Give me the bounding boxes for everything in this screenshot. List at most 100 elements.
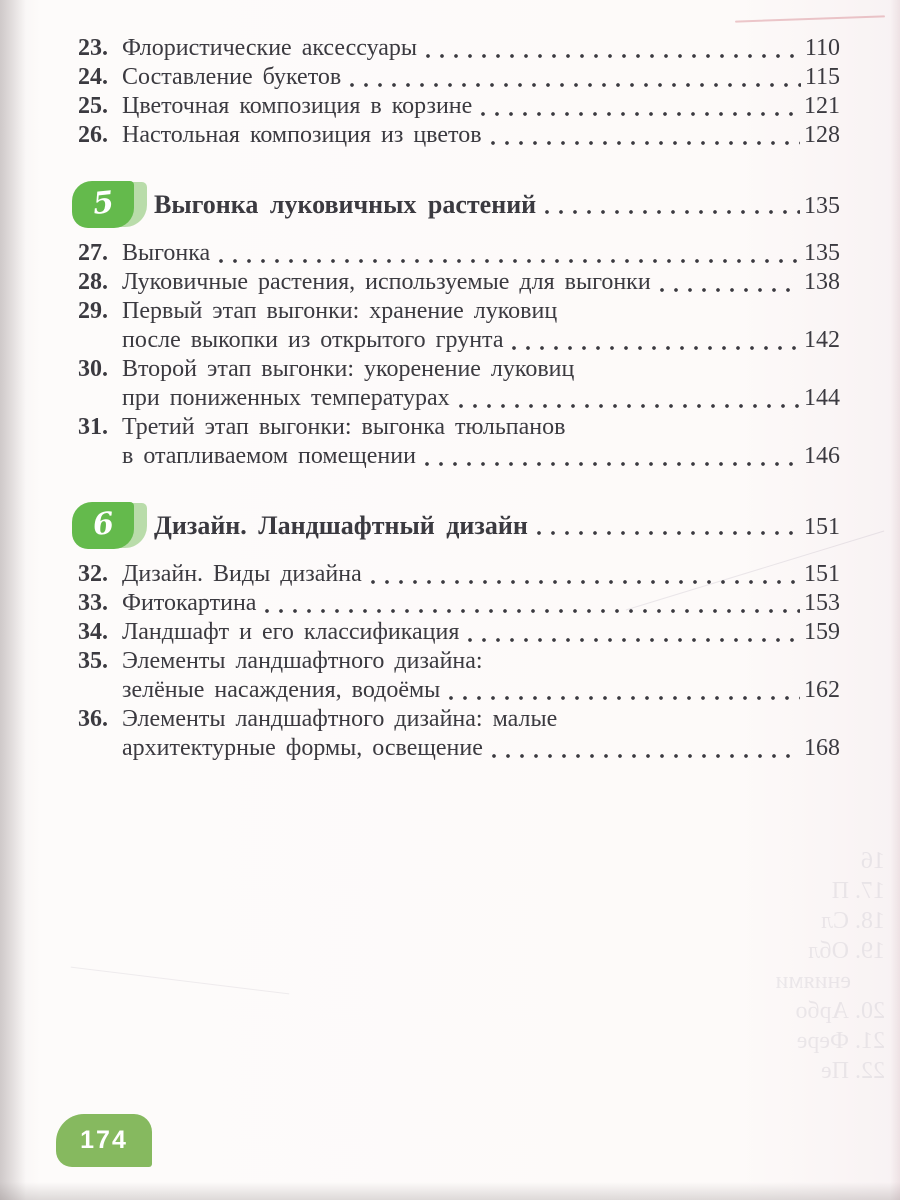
dot-leader: [490, 141, 800, 145]
entry-page-number: 115: [804, 64, 840, 90]
section-header: 5 Выгонка луковичных растений 135: [72, 181, 840, 228]
toc-entry: 35. Элементы ландшафтного дизайна: зелёные…: [78, 647, 840, 705]
entry-text: Ландшафт и его классификация 159: [122, 618, 840, 647]
dot-leader: [265, 609, 800, 613]
toc-entry: 23. Флористические аксессуары 110: [78, 34, 840, 63]
entry-title-line: Второй этап выгонки: укоренение луковиц: [122, 356, 575, 382]
entry-page-number: 135: [804, 240, 840, 266]
page-edge-shadow-left: [0, 0, 26, 1200]
entry-number: 35.: [78, 648, 108, 674]
toc-entry: 31. Третий этап выгонки: выгонка тюльпано…: [78, 413, 840, 471]
entry-number: 23.: [78, 35, 108, 61]
section-page-number: 135: [804, 192, 840, 219]
toc-entry: 28. Луковичные растения, используемые для…: [78, 268, 840, 297]
entry-last-line: Дизайн. Виды дизайна 151: [122, 560, 840, 589]
entry-text: Первый этап выгонки: хранение луковиц пос…: [122, 297, 840, 355]
entry-title-line: Дизайн. Виды дизайна: [122, 561, 362, 587]
entry-number: 28.: [78, 269, 108, 295]
entry-number: 30.: [78, 356, 108, 382]
entry-title-line: Элементы ландшафтного дизайна:: [122, 648, 483, 674]
entry-page-number: 142: [804, 327, 840, 353]
bleed-line: 17. П: [831, 878, 885, 904]
toc-entry: 34. Ландшафт и его классификация 159: [78, 618, 840, 647]
entry-title-line: архитектурные формы, освещение: [122, 735, 483, 761]
entry-last-line: в отапливаемом помещении 146: [122, 442, 840, 471]
section-number: 5: [90, 185, 116, 223]
entry-title-line: после выкопки из открытого грунта: [122, 327, 504, 353]
entry-number: 36.: [78, 706, 108, 732]
toc-entry: 26. Настольная композиция из цветов 128: [78, 121, 840, 150]
section-number-badge: 5: [72, 181, 147, 228]
toc-section: 6 Дизайн. Ландшафтный дизайн 151 32. Дизайн.…: [72, 502, 840, 763]
entry-title-line: Настольная композиция из цветов: [122, 122, 482, 148]
entry-last-line: зелёные насаждения, водоёмы 162: [122, 676, 840, 705]
toc-entry: 32. Дизайн. Виды дизайна 151: [78, 560, 840, 589]
dot-leader: [350, 83, 801, 87]
entry-text: Настольная композиция из цветов 128: [122, 121, 840, 150]
toc-section: 23. Флористические аксессуары 110 24. Состав…: [78, 34, 840, 150]
dot-leader: [491, 754, 800, 758]
page-number: 174: [80, 1126, 128, 1154]
entry-title-line: Цветочная композиция в корзине: [122, 93, 473, 119]
dot-leader: [536, 530, 800, 535]
entry-last-line: Фитокартина 153: [122, 589, 840, 618]
dot-leader: [481, 112, 800, 116]
entry-page-number: 138: [804, 269, 840, 295]
dot-leader: [545, 209, 800, 214]
entry-title-line: Первый этап выгонки: хранение луковиц: [122, 298, 558, 324]
entry-page-number: 144: [804, 385, 840, 411]
entry-title-line: Составление букетов: [122, 64, 342, 90]
toc-entry: 24. Составление букетов 115: [78, 63, 840, 92]
bleed-line: 20. Арбо: [795, 998, 885, 1024]
entry-page-number: 159: [804, 619, 840, 645]
entry-page-number: 128: [804, 122, 840, 148]
entry-text: Цветочная композиция в корзине 121: [122, 92, 840, 121]
entry-title-line: при пониженных температурах: [122, 385, 450, 411]
entry-number: 29.: [78, 298, 108, 324]
dot-leader: [426, 54, 801, 58]
entry-last-line: Составление букетов 115: [122, 63, 840, 92]
section-title: Дизайн. Ландшафтный дизайн: [154, 510, 528, 540]
section-header: 6 Дизайн. Ландшафтный дизайн 151: [72, 502, 840, 549]
entry-number: 31.: [78, 414, 108, 440]
entry-title-line: Флористические аксессуары: [122, 35, 418, 61]
scan-scratch-artifact: [70, 966, 290, 995]
entry-last-line: Выгонка 135: [122, 239, 840, 268]
entry-title-line: Ландшафт и его классификация: [122, 619, 460, 645]
entry-title-line: зелёные насаждения, водоёмы: [122, 677, 441, 703]
entry-last-line: архитектурные формы, освещение 168: [122, 734, 840, 763]
toc-sections: 23. Флористические аксессуары 110 24. Состав…: [72, 34, 840, 763]
entry-number: 24.: [78, 64, 108, 90]
toc-entry: 36. Элементы ландшафтного дизайна: малые а…: [78, 705, 840, 763]
dot-leader: [468, 638, 800, 642]
entry-last-line: при пониженных температурах 144: [122, 384, 840, 413]
entry-last-line: Луковичные растения, используемые для вы…: [122, 268, 840, 297]
entry-number: 25.: [78, 93, 108, 119]
entry-number: 33.: [78, 590, 108, 616]
toc-entry: 33. Фитокартина 153: [78, 589, 840, 618]
dot-leader: [449, 696, 800, 700]
bleed-line: 22. Пе: [821, 1058, 885, 1084]
entry-last-line: Флористические аксессуары 110: [122, 34, 840, 63]
entry-text: Второй этап выгонки: укоренение луковиц п…: [122, 355, 840, 413]
toc-entry: 29. Первый этап выгонки: хранение луковиц…: [78, 297, 840, 355]
entry-text: Элементы ландшафтного дизайна: малые архи…: [122, 705, 840, 763]
section-title: Выгонка луковичных растений: [154, 189, 537, 219]
entry-number: 27.: [78, 240, 108, 266]
section-header-row: Дизайн. Ландшафтный дизайн 151: [154, 511, 840, 541]
toc-entry: 30. Второй этап выгонки: укоренение луков…: [78, 355, 840, 413]
entry-title-line: в отапливаемом помещении: [122, 443, 416, 469]
section-header-row: Выгонка луковичных растений 135: [154, 190, 840, 220]
entry-text: Третий этап выгонки: выгонка тюльпанов в …: [122, 413, 840, 471]
entry-text: Луковичные растения, используемые для вы…: [122, 268, 840, 297]
entry-last-line: после выкопки из открытого грунта 142: [122, 326, 840, 355]
entry-page-number: 121: [804, 93, 840, 119]
leaf-shape-icon: 6: [72, 502, 134, 549]
toc-section: 5 Выгонка луковичных растений 135 27. Выгонк…: [72, 181, 840, 471]
entry-page-number: 151: [804, 561, 840, 587]
entry-text: Флористические аксессуары 110: [122, 34, 840, 63]
section-number-badge: 6: [72, 502, 147, 549]
bleed-line: 21. Фере: [796, 1028, 885, 1054]
dot-leader: [424, 462, 800, 466]
